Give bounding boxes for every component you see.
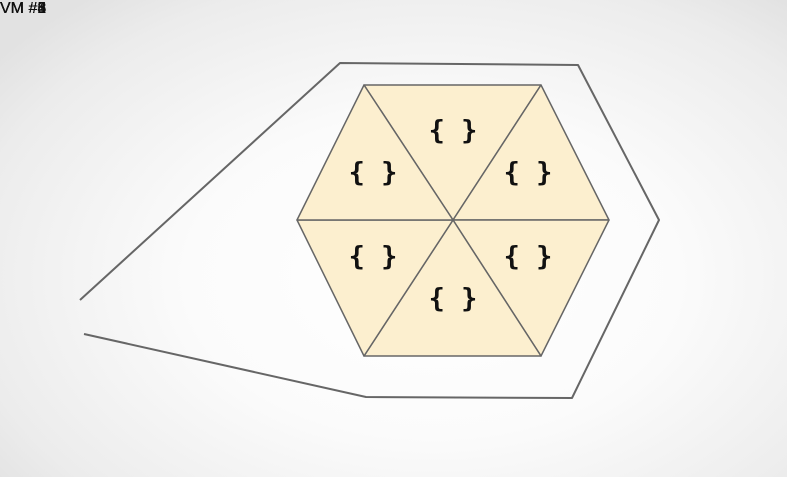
- vm-label-1: VM #1: [0, 0, 47, 17]
- outer-boundary: [79, 62, 660, 399]
- brace-icon-lower-left: { }: [349, 242, 398, 273]
- vm-label-3: VM #3: [0, 0, 47, 17]
- brace-icon-bottom: { }: [429, 284, 478, 315]
- vm-label-4: VM #4: [0, 0, 47, 17]
- brace-icon-top: { }: [429, 116, 478, 147]
- vm-label-5: VM #5: [0, 0, 47, 17]
- brace-icon-lower-right: { }: [504, 242, 553, 273]
- hex-segment-upper-left: [296, 84, 454, 221]
- vm-label-6: VM #6: [0, 0, 47, 17]
- hexagon: [296, 84, 610, 357]
- brace-icon-upper-left: { }: [349, 158, 398, 189]
- brace-icon-upper-right: { }: [504, 158, 553, 189]
- vm-label-2: VM #2: [0, 0, 47, 17]
